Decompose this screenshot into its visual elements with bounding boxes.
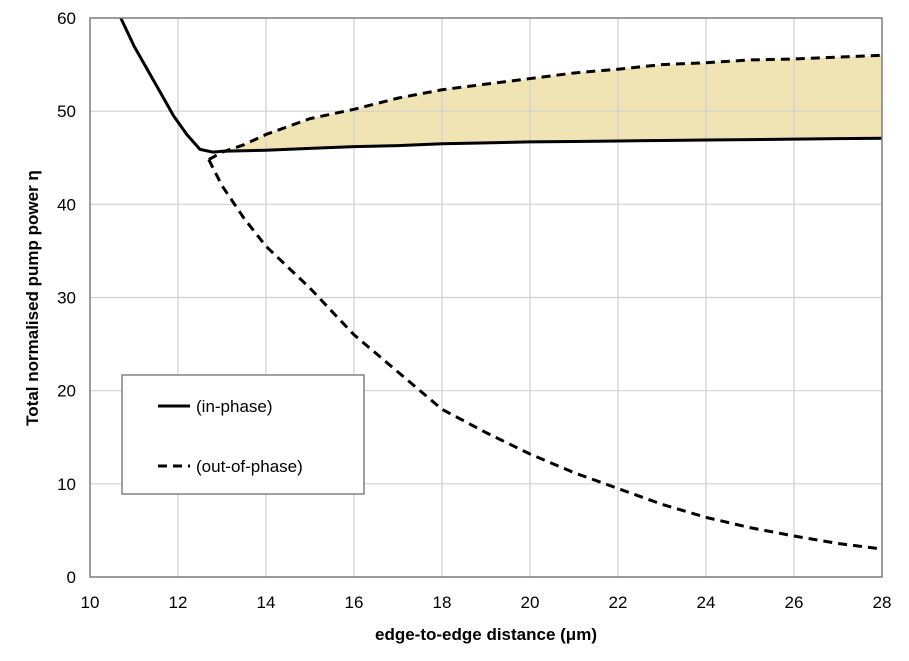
x-tick-label-12: 12 <box>169 593 188 612</box>
x-tick-label-28: 28 <box>873 593 892 612</box>
x-axis-label: edge-to-edge distance (μm) <box>375 625 597 644</box>
series-line-2 <box>207 158 883 551</box>
y-tick-label-60: 60 <box>57 9 76 28</box>
series-line-0 <box>119 17 883 154</box>
x-tick-label-18: 18 <box>433 593 452 612</box>
legend-label-in-phase: (in-phase) <box>196 397 273 416</box>
y-tick-label-30: 30 <box>57 289 76 308</box>
y-tick-label-20: 20 <box>57 382 76 401</box>
x-tick-label-10: 10 <box>81 593 100 612</box>
x-tick-label-22: 22 <box>609 593 628 612</box>
x-tick-label-24: 24 <box>697 593 716 612</box>
fill-layer <box>222 55 882 153</box>
y-tick-label-50: 50 <box>57 102 76 121</box>
series-layer <box>119 17 883 551</box>
fill-region <box>222 55 882 153</box>
series-line-1 <box>208 53 883 161</box>
y-tick-label-40: 40 <box>57 195 76 214</box>
y-axis-label: Total normalised pump power η <box>23 170 42 426</box>
plot-frame <box>89 17 883 578</box>
x-tick-label-26: 26 <box>785 593 804 612</box>
legend: (in-phase) (out-of-phase) <box>121 374 365 495</box>
tick-layer: 10 12 14 16 18 20 22 24 26 28 0 10 20 30 40 50 60 <box>57 9 891 612</box>
y-tick-label-10: 10 <box>57 475 76 494</box>
legend-label-out-of-phase: (out-of-phase) <box>196 457 303 476</box>
x-tick-label-16: 16 <box>345 593 364 612</box>
x-tick-label-20: 20 <box>521 593 540 612</box>
legend-box <box>121 374 365 495</box>
y-tick-label-0: 0 <box>67 568 76 587</box>
x-tick-label-14: 14 <box>257 593 276 612</box>
